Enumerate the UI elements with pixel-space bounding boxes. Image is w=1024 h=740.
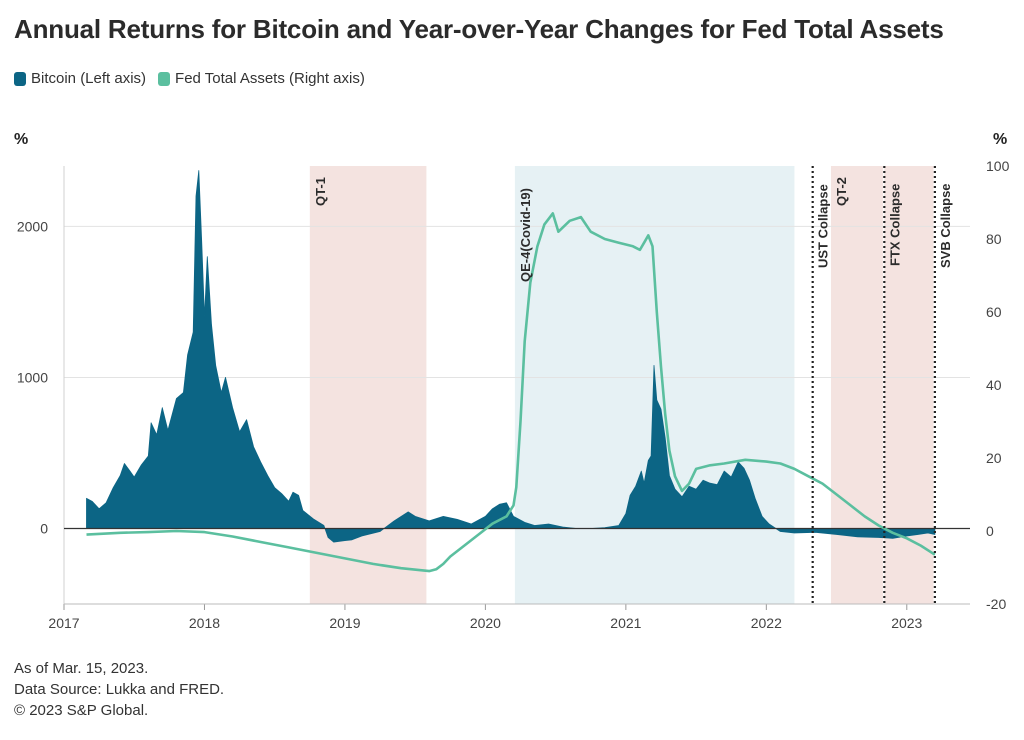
band-qt-2 [830,166,883,604]
chart-footer: As of Mar. 15, 2023. Data Source: Lukka … [14,658,224,721]
left-axis-unit: % [14,131,28,148]
right-tick-label: 100 [986,158,1010,174]
right-tick-label: 60 [986,304,1002,320]
x-tick-label: 2021 [610,615,641,631]
legend-swatch-bitcoin [14,71,26,86]
x-tick-label: 2022 [751,615,782,631]
band-label-qt-2: QT-2 [834,177,849,206]
x-tick-label: 2018 [189,615,220,631]
footer-source: Data Source: Lukka and FRED. [14,681,225,698]
left-tick-label: 2000 [17,218,48,234]
footer-copyright: © 2023 S&P Global. [14,702,149,719]
band-qt-1 [309,166,427,604]
right-axis-unit: % [993,131,1007,148]
left-tick-label: 0 [40,520,48,536]
event-label-ust-collapse: UST Collapse [816,184,831,268]
legend-item-fed-assets[interactable]: Fed Total Assets (Right axis) [158,70,365,87]
left-tick-label: 1000 [17,369,48,385]
chart-legend: Bitcoin (Left axis) Fed Total Assets (Ri… [14,70,377,87]
right-tick-label: 40 [986,377,1002,393]
series-bitcoin-area [86,170,936,543]
event-label-svb-collapse: SVB Collapse [938,183,953,268]
chart-canvas: 0 1000 2000 -20 0 20 40 60 80 100% % 2017 2018 2019 20… [14,131,1010,631]
series-fed-assets-line [86,212,936,573]
right-tick-label: 0 [986,523,994,539]
right-tick-label: 20 [986,450,1002,466]
legend-label-bitcoin: Bitcoin (Left axis) [31,70,147,87]
footer-as-of: As of Mar. 15, 2023. [14,660,149,677]
right-tick-label: 80 [986,231,1002,247]
chart-title: Annual Returns for Bitcoin and Year-over… [14,14,944,44]
legend-label-fed-assets: Fed Total Assets (Right axis) [175,70,365,87]
x-tick-label: 2023 [891,615,922,631]
x-tick-label: 2017 [48,615,79,631]
band-label-qt-1: QT-1 [313,177,328,206]
right-tick-label: -20 [986,596,1006,612]
legend-swatch-fed-assets [158,71,171,86]
legend-item-bitcoin[interactable]: Bitcoin (Left axis) [14,70,146,87]
x-tick-label: 2020 [470,615,501,631]
band-label-qe-4-covid-19-: QE-4(Covid-19) [518,188,533,282]
x-tick-label: 2019 [329,615,360,631]
event-label-ftx-collapse: FTX Collapse [887,184,902,266]
